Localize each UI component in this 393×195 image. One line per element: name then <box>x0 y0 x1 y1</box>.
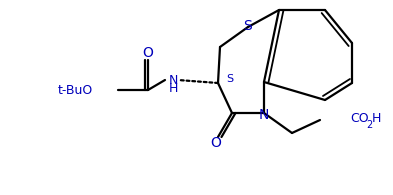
Text: O: O <box>211 136 221 150</box>
Text: S: S <box>226 74 233 84</box>
Text: 2: 2 <box>366 120 372 130</box>
Text: t-BuO: t-BuO <box>57 83 93 97</box>
Text: CO: CO <box>350 113 369 126</box>
Text: N: N <box>259 108 269 122</box>
Text: H: H <box>372 113 381 126</box>
Text: H: H <box>168 82 178 96</box>
Text: N: N <box>168 74 178 88</box>
Text: S: S <box>242 19 252 33</box>
Text: O: O <box>143 46 153 60</box>
